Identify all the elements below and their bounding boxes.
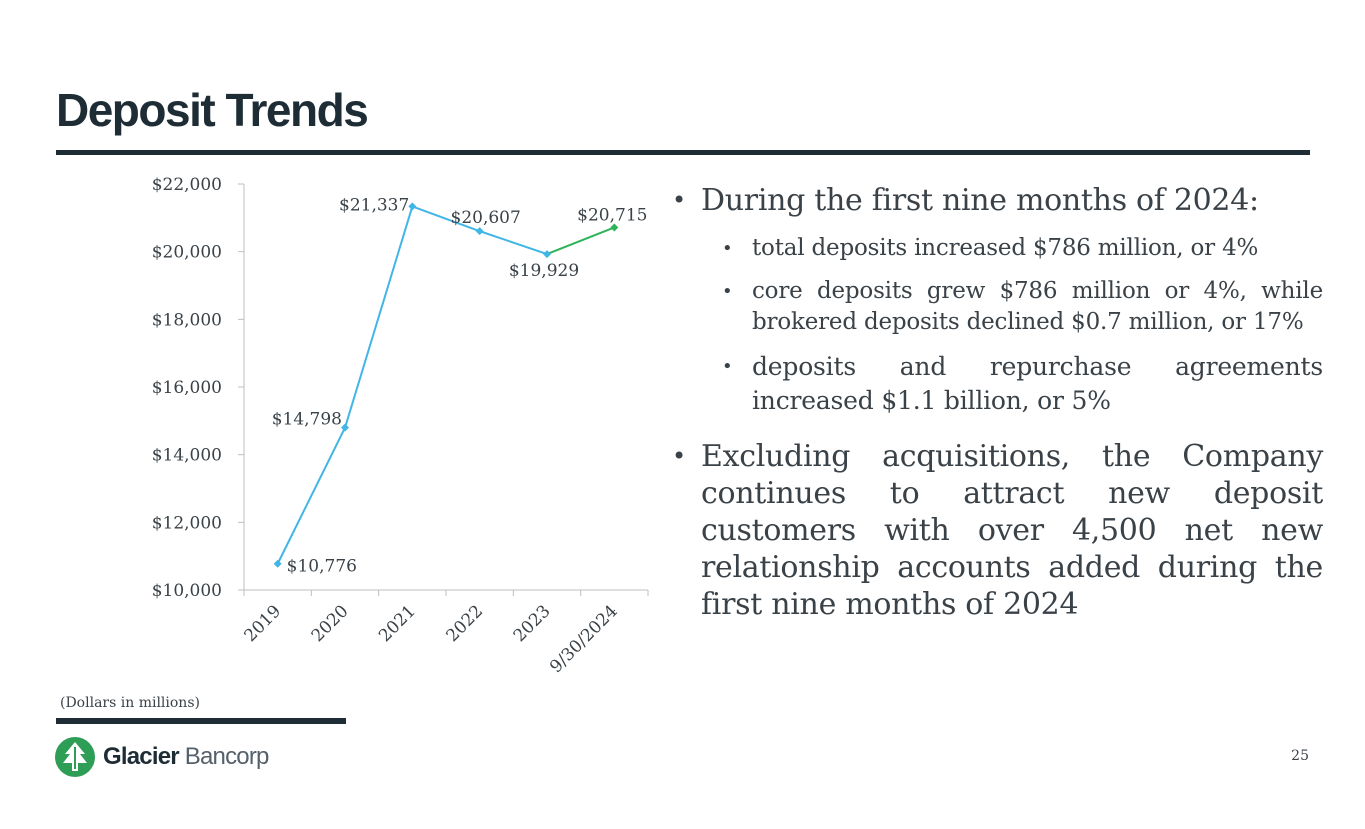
y-tick-label: $20,000 — [152, 243, 222, 263]
bullet-text: During the first nine months of 2024: — [701, 183, 1259, 218]
bullet-dot: • — [672, 442, 686, 470]
bullet-dot: • — [722, 238, 733, 259]
series-segment — [276, 427, 346, 565]
bullet-dot: • — [722, 356, 733, 377]
data-point-marker — [273, 559, 282, 568]
data-label: $19,929 — [509, 261, 579, 281]
x-tick-label: 2023 — [510, 601, 555, 646]
sub-bullet-item: • deposits and repurchase agreements inc… — [722, 350, 1323, 418]
series-segment — [344, 206, 414, 428]
data-labels: $10,776 $14,798 $21,337 $20,607 $19,929 $20,7… — [272, 195, 648, 576]
data-label: $20,715 — [577, 205, 647, 225]
glacier-tree-icon — [55, 737, 95, 777]
sub-bullet-text: core deposits grew $786 million or 4%, w… — [752, 278, 1323, 335]
data-label: $20,607 — [451, 208, 521, 228]
series-markers — [273, 202, 619, 568]
series-segment — [411, 205, 481, 233]
x-tick-label: 2019 — [240, 601, 285, 646]
y-tick-label: $14,000 — [152, 446, 222, 466]
y-tick-label: $10,000 — [152, 581, 222, 601]
data-point-marker — [341, 423, 349, 432]
data-label: $21,337 — [339, 195, 409, 215]
y-tick-label: $16,000 — [152, 378, 222, 398]
sub-bullet-item: • core deposits grew $786 million or 4%,… — [722, 276, 1323, 338]
company-logo: Glacier Bancorp — [54, 736, 269, 778]
x-tick-label: 2022 — [442, 601, 487, 646]
bullet-dot: • — [722, 281, 733, 302]
bullet-item: • During the first nine months of 2024: — [672, 182, 1323, 219]
x-tick-label: 2021 — [375, 601, 420, 646]
series-lines — [276, 205, 615, 565]
y-tick-label: $12,000 — [152, 513, 222, 533]
bullet-text: Excluding acquisitions, the Company cont… — [701, 439, 1323, 622]
footnote-divider — [56, 718, 346, 724]
y-axis: $10,000 $12,000 $14,000 $16,000 $18,000 $20,0… — [152, 175, 245, 601]
series-segment — [479, 230, 548, 256]
deposit-line-chart: $10,000 $12,000 $14,000 $16,000 $18,000 $20,0… — [152, 175, 649, 677]
page-title: Deposit Trends — [56, 84, 369, 136]
data-point-marker — [543, 250, 551, 259]
bullet-dot: • — [672, 186, 686, 214]
units-footnote: (Dollars in millions) — [60, 695, 200, 711]
y-tick-label: $22,000 — [152, 175, 222, 195]
data-point-marker — [408, 202, 417, 211]
series-segment — [546, 226, 615, 255]
title-divider — [56, 150, 1310, 155]
page-number: 25 — [1291, 748, 1309, 764]
x-tick-label: 2020 — [308, 601, 353, 646]
sub-bullet-text: deposits and repurchase agreements incre… — [752, 352, 1323, 415]
sub-bullet-text: total deposits increased $786 million, o… — [752, 235, 1259, 261]
commentary-bullets: • During the first nine months of 2024: … — [672, 182, 1323, 637]
data-label: $10,776 — [287, 557, 357, 577]
sub-bullet-item: • total deposits increased $786 million,… — [722, 233, 1323, 264]
logo-wordmark: Glacier Bancorp — [103, 743, 269, 770]
x-tick-label: 9/30/2024 — [546, 601, 622, 677]
y-tick-label: $18,000 — [152, 310, 222, 330]
data-label: $14,798 — [272, 410, 342, 430]
bullet-item: • Excluding acquisitions, the Company co… — [672, 438, 1323, 623]
data-point-marker — [610, 223, 619, 232]
data-point-marker — [475, 227, 484, 236]
